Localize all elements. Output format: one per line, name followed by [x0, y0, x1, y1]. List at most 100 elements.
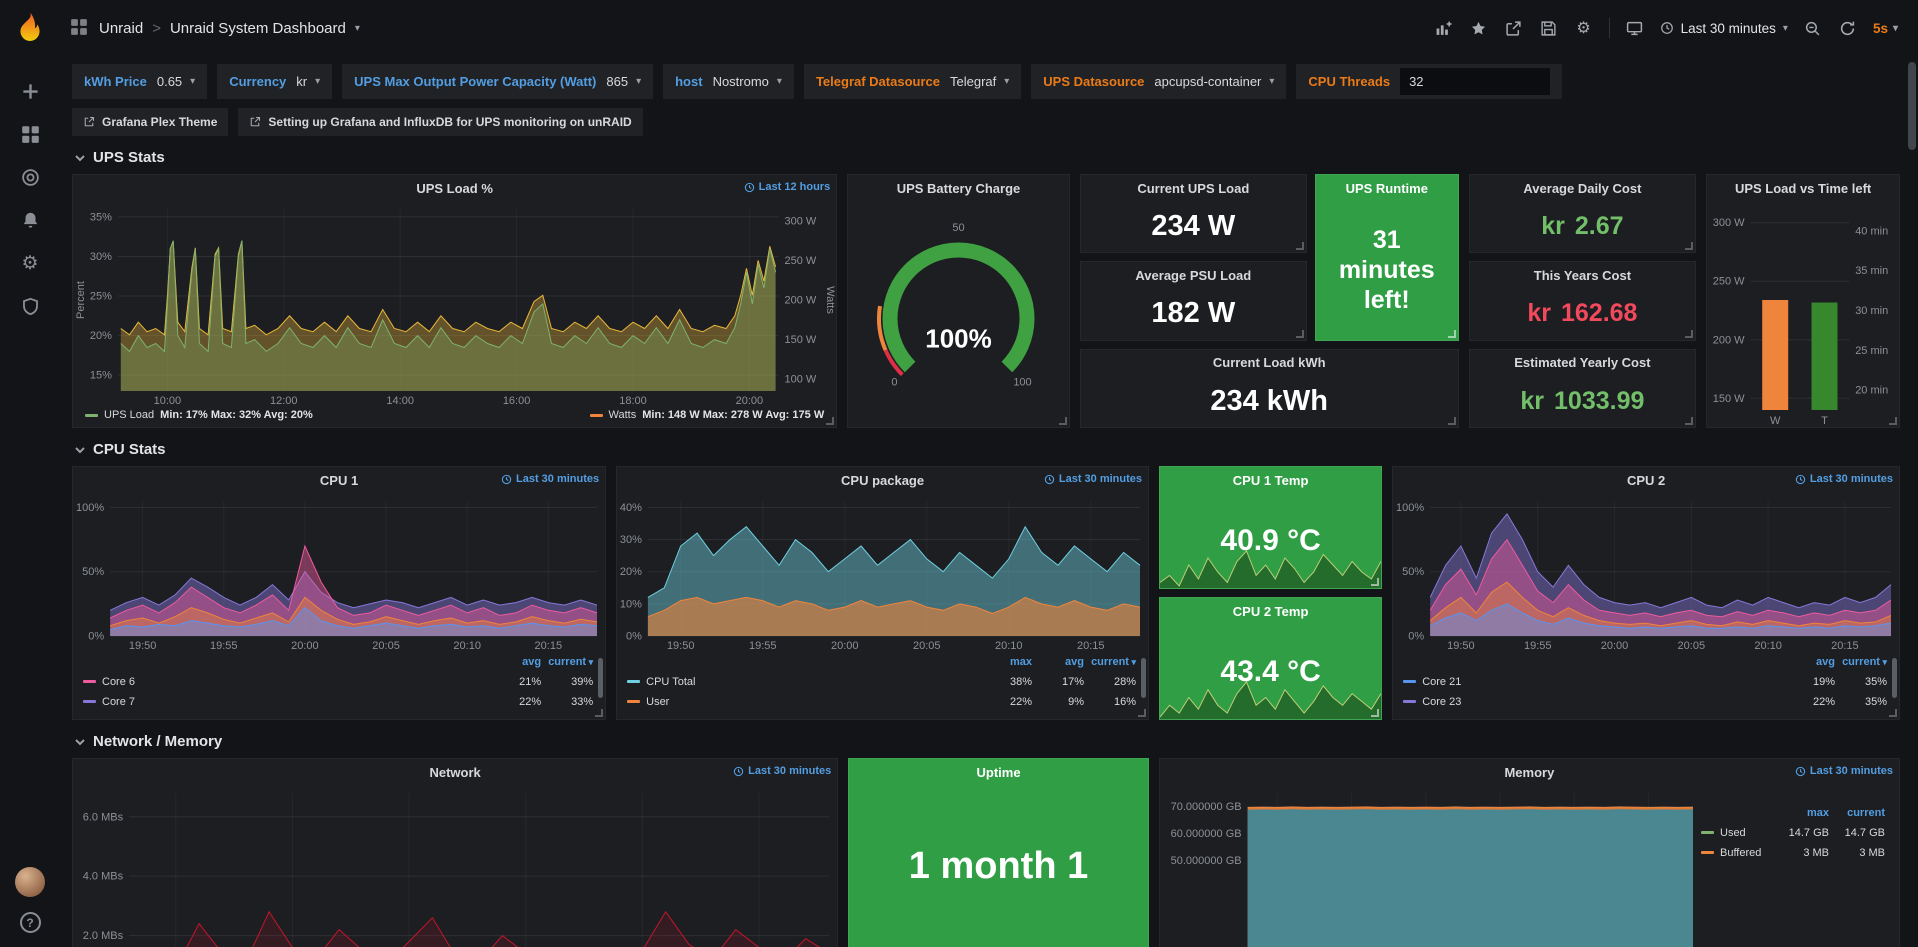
panel-title[interactable]: UPS Load %	[416, 180, 493, 196]
cycle-view-monitor-icon[interactable]	[1625, 18, 1645, 38]
variable-value-dropdown[interactable]: apcupsd-container ▾	[1154, 74, 1275, 89]
section-ups-stats[interactable]: UPS Stats	[74, 149, 1900, 166]
panel-title[interactable]: Network	[429, 764, 481, 780]
panel-title[interactable]: Memory	[1504, 764, 1555, 780]
panel-memory: Memory Last 30 minutes 50.000000 GB 60.00…	[1158, 758, 1900, 947]
panel-title[interactable]: This Years Cost	[1533, 267, 1632, 283]
legend-sort-avg[interactable]: avg	[522, 655, 542, 668]
series-toggle[interactable]: CPU Total	[646, 675, 696, 688]
zoom-out-icon[interactable]	[1803, 18, 1823, 38]
panel-time-range[interactable]: Last 12 hours	[744, 181, 830, 193]
legend-sort-max[interactable]: max	[1009, 655, 1032, 668]
ups-battery-gauge[interactable]: 0 50 100 100%	[848, 201, 1069, 427]
series-stats: Min: 148 W Max: 278 W Avg: 175 W	[642, 409, 825, 421]
panel-title[interactable]: Average Daily Cost	[1523, 180, 1642, 196]
configuration-gear-icon[interactable]: ⚙	[21, 252, 39, 274]
refresh-icon[interactable]	[1838, 18, 1858, 38]
time-range-picker[interactable]: Last 30 minutes ▾	[1660, 21, 1788, 36]
cpu1-chart[interactable]: 0% 50% 100% 19:50 19:55 20:00 20:05 20:10 20:15	[73, 493, 605, 653]
chevron-down-icon	[75, 446, 85, 453]
section-cpu-stats[interactable]: CPU Stats	[74, 441, 1900, 458]
variable-value-dropdown[interactable]: Nostromo ▾	[712, 74, 782, 89]
series-toggle[interactable]: Buffered	[1720, 846, 1762, 859]
legend-sort-current[interactable]: current ▾	[548, 655, 594, 668]
legend-sort-avg[interactable]: avg	[1065, 655, 1084, 668]
breadcrumb-title[interactable]: Unraid System Dashboard	[169, 19, 346, 37]
variable-value-dropdown[interactable]: kr ▾	[296, 74, 321, 89]
dashboards-icon[interactable]	[19, 123, 41, 145]
panel-title[interactable]: UPS Runtime	[1345, 180, 1428, 196]
variable-input[interactable]: 32	[1400, 68, 1551, 95]
panel-title[interactable]: UPS Load vs Time left	[1734, 180, 1872, 196]
panel-title[interactable]: CPU 2 Temp	[1232, 603, 1309, 619]
series-toggle[interactable]: UPS Load	[104, 409, 155, 421]
series-toggle[interactable]: Watts	[608, 409, 637, 421]
legend-sort-current[interactable]: current ▾	[1842, 655, 1887, 668]
panel-title[interactable]: UPS Battery Charge	[896, 180, 1021, 196]
panel-title[interactable]: Average PSU Load	[1135, 267, 1252, 283]
explore-icon[interactable]	[19, 166, 41, 188]
legend-value: 21%	[519, 675, 542, 688]
panel-title[interactable]: Current UPS Load	[1137, 180, 1250, 196]
create-icon[interactable]	[19, 80, 41, 102]
ups-load-vs-time-chart[interactable]: 150 W 200 W 250 W 300 W 20 min 25 min 30 min 35…	[1707, 201, 1899, 427]
add-panel-icon[interactable]	[1434, 18, 1454, 38]
legend-scrollbar[interactable]	[1141, 658, 1146, 698]
panel-time-label: Last 30 minutes	[1809, 765, 1893, 777]
section-network-memory[interactable]: Network / Memory	[74, 733, 1900, 750]
svg-text:0%: 0%	[626, 631, 642, 643]
cpu2-chart[interactable]: 0% 50% 100% 19:50 19:55 20:00 20:05 20:10 20:15	[1393, 493, 1899, 653]
svg-text:T: T	[1821, 415, 1828, 427]
legend-sort-current[interactable]: current ▾	[1091, 655, 1136, 668]
panel-title[interactable]: Current Load kWh	[1212, 355, 1326, 371]
save-icon[interactable]	[1539, 18, 1559, 38]
legend-sort-max[interactable]: max	[1806, 806, 1829, 819]
avatar[interactable]	[15, 867, 45, 897]
legend-sort-current[interactable]: current	[1847, 806, 1885, 819]
share-icon[interactable]	[1504, 18, 1524, 38]
dashboard-link-setting-up-grafana-and-influxdb-for-ups-monitoring-on-unraid[interactable]: Setting up Grafana and InfluxDB for UPS …	[238, 108, 643, 136]
series-toggle[interactable]: Core 6	[102, 675, 136, 688]
panel-title[interactable]: CPU package	[841, 472, 925, 488]
dashboard-grid-icon[interactable]	[70, 18, 90, 38]
alerting-bell-icon[interactable]	[19, 209, 41, 231]
ups-load-chart[interactable]: 15% 20% 25% 30% 35% 100 W 150 W 200 W 250 W 300 W…	[73, 201, 836, 408]
panel-title[interactable]: Estimated Yearly Cost	[1514, 355, 1651, 371]
panel-time-range[interactable]: Last 30 minutes	[1795, 473, 1893, 485]
panel-title[interactable]: CPU 2	[1626, 472, 1666, 488]
breadcrumb-app[interactable]: Unraid	[99, 19, 144, 37]
settings-gear-icon[interactable]: ⚙	[1576, 20, 1591, 37]
panel-time-range[interactable]: Last 30 minutes	[501, 473, 599, 485]
series-toggle[interactable]: Core 7	[102, 695, 136, 708]
cpu-package-chart[interactable]: 0% 10% 20% 30% 40% 19:50 19:55 20:00 20:05 20:10 2…	[617, 493, 1148, 653]
legend-scrollbar[interactable]	[598, 658, 604, 698]
help-icon[interactable]: ?	[19, 912, 41, 933]
legend-scrollbar[interactable]	[1892, 658, 1897, 698]
panel-time-range[interactable]: Last 30 minutes	[733, 765, 831, 777]
series-toggle[interactable]: User	[646, 695, 670, 708]
svg-text:W: W	[1770, 415, 1781, 427]
series-toggle[interactable]: Used	[1720, 826, 1746, 839]
page-scrollbar[interactable]	[1908, 62, 1916, 150]
series-toggle[interactable]: Core 23	[1422, 695, 1462, 708]
panel-title[interactable]: CPU 1	[319, 472, 359, 488]
panel-time-range[interactable]: Last 30 minutes	[1795, 765, 1893, 777]
variable-label: kWh Price	[84, 74, 147, 89]
variable-value-dropdown[interactable]: 865 ▾	[606, 74, 642, 89]
panel-title[interactable]: CPU 1 Temp	[1232, 472, 1309, 488]
dashboard-link-grafana-plex-theme[interactable]: Grafana Plex Theme	[72, 108, 229, 136]
variable-value-dropdown[interactable]: Telegraf ▾	[949, 74, 1010, 89]
refresh-interval-picker[interactable]: 5s ▾	[1873, 21, 1898, 36]
panel-time-label: Last 30 minutes	[515, 473, 600, 485]
chevron-down-icon[interactable]: ▾	[354, 22, 360, 34]
star-icon[interactable]	[1469, 18, 1489, 38]
legend-sort-avg[interactable]: avg	[1816, 655, 1835, 668]
server-admin-shield-icon[interactable]	[19, 295, 41, 317]
series-toggle[interactable]: Core 21	[1422, 675, 1462, 688]
variable-value-dropdown[interactable]: 0.65 ▾	[156, 74, 196, 89]
panel-time-range[interactable]: Last 30 minutes	[1044, 473, 1142, 485]
panel-title[interactable]: Uptime	[976, 764, 1021, 780]
grafana-logo[interactable]	[12, 10, 48, 46]
